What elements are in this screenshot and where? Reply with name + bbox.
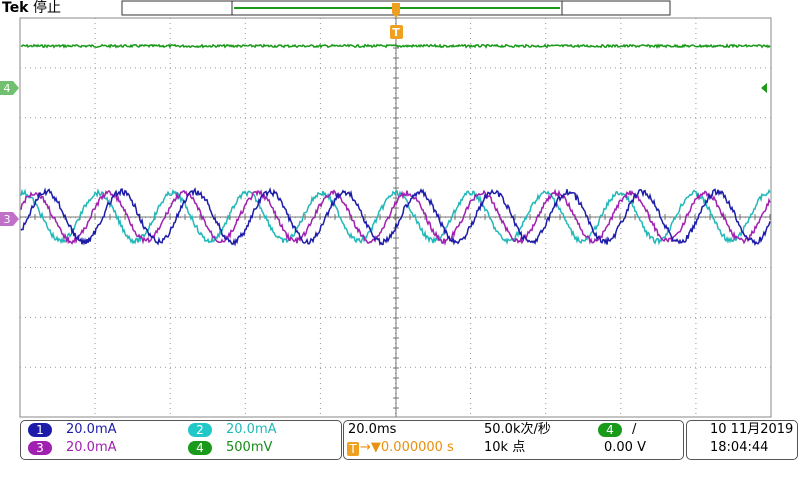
- trigger-time-box: [390, 25, 403, 39]
- ch2-trace: [20, 188, 771, 246]
- record-length: 10k 点: [484, 440, 526, 455]
- ch3-marker-label: 3: [4, 213, 11, 226]
- time: 18:04:44: [710, 440, 769, 455]
- ch3-badge[interactable]: 3: [28, 441, 52, 455]
- ch2-scale: 20.0mA: [226, 422, 277, 437]
- ch1-badge[interactable]: 1: [28, 423, 52, 437]
- ch1-trace: [20, 187, 771, 247]
- waveform-display: T 4 3: [0, 0, 772, 418]
- brand: Tek: [2, 0, 29, 16]
- trigger-position: →▼0.000000 s: [360, 440, 454, 455]
- trigger-level: 0.00 V: [604, 440, 646, 455]
- ch3-trace: [20, 188, 771, 246]
- ch3-marker[interactable]: [0, 212, 19, 226]
- ch4-trace: [20, 43, 771, 49]
- ch4-scale: 500mV: [226, 440, 273, 455]
- trigger-icon: T: [347, 442, 359, 456]
- ch1-scale: 20.0mA: [66, 422, 117, 437]
- trigger-time-label: T: [392, 26, 400, 39]
- time-scale: 20.0ms: [348, 422, 397, 437]
- ch4-marker[interactable]: [0, 81, 19, 95]
- sample-rate: 50.0k次/秒: [484, 422, 551, 437]
- trigger-level-marker: [761, 83, 767, 93]
- trigger-source[interactable]: 4: [598, 423, 622, 437]
- trigger-pointer: [392, 3, 400, 18]
- channel-panel: [20, 420, 342, 460]
- date: 10 11月2019: [710, 422, 794, 437]
- ch4-marker-label: 4: [4, 82, 11, 95]
- ch3-scale: 20.0mA: [66, 440, 117, 455]
- run-status: 停止: [33, 0, 61, 16]
- ch2-badge[interactable]: 2: [188, 423, 212, 437]
- timebase-panel: [343, 420, 684, 460]
- ch4-badge[interactable]: 4: [188, 441, 212, 455]
- datetime-panel: [686, 420, 798, 460]
- trigger-slope: /: [632, 422, 637, 437]
